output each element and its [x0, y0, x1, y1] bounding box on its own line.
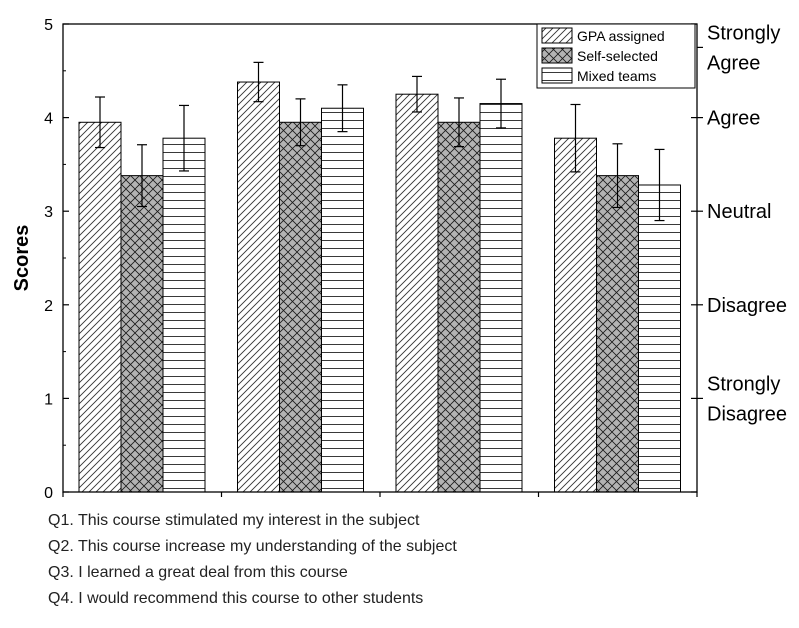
bar-q4-series-3	[638, 184, 681, 493]
x-tick-label-q4: Q4	[608, 502, 629, 505]
legend-label-3: Mixed teams	[577, 68, 656, 84]
bar-q2-series-3	[321, 107, 364, 493]
bar-q1-series-1	[78, 121, 122, 493]
note-q3: Q3. I learned a great deal from this cou…	[48, 564, 348, 581]
errorbar-q3-series-1	[412, 75, 422, 113]
bar-q2-series-2	[279, 121, 322, 493]
errorbar-q2-series-1	[253, 61, 264, 103]
y-axis-title: Scores	[11, 225, 33, 292]
legend-swatch-1	[541, 27, 573, 44]
bar-q4-series-1	[554, 137, 597, 493]
errorbar-q2-series-2	[295, 98, 306, 147]
legend-swatch-3	[541, 67, 573, 84]
note-q4: Q4. I would recommend this course to oth…	[48, 590, 424, 607]
errorbar-q1-series-3	[179, 104, 189, 172]
note-q1: Q1. This course stimulated my interest i…	[48, 512, 420, 529]
errorbar-q3-series-3	[496, 78, 506, 129]
errorbar-q4-series-1	[570, 103, 581, 173]
legend-label-2: Self-selected	[577, 48, 658, 64]
errorbar-q4-series-2	[612, 143, 623, 209]
errorbar-q1-series-1	[95, 96, 105, 149]
right-axis-label-1-line-2: Agree	[707, 52, 760, 74]
legend-label-1: GPA assigned	[577, 28, 665, 44]
y-tick-label-4: 4	[44, 111, 53, 128]
errorbar-q1-series-2	[137, 144, 147, 208]
bar-q4-series-2	[596, 175, 639, 493]
note-q2: Q2. This course increase my understandin…	[48, 538, 457, 555]
right-axis-label-3-line-1: Neutral	[707, 201, 771, 223]
x-tick-label-q3: Q3	[449, 502, 469, 505]
right-axis-label-5-line-2: Disagree	[707, 403, 787, 425]
errorbar-q2-series-3	[337, 84, 348, 133]
right-axis-label-5-line-1: Strongly	[707, 373, 780, 395]
bar-q3-series-3	[479, 103, 523, 493]
y-tick-label-3: 3	[44, 204, 53, 221]
bar-q3-series-1	[395, 93, 439, 493]
y-tick-label-1: 1	[44, 391, 53, 408]
bar-q1-series-3	[162, 137, 206, 493]
errorbar-q3-series-2	[454, 97, 464, 148]
bar-q1-series-2	[120, 175, 164, 493]
y-tick-label-5: 5	[44, 17, 53, 34]
bar-q2-series-1	[237, 81, 280, 493]
errorbar-q4-series-3	[654, 148, 665, 222]
chart: Q1 Q2 Q3 Q4 0 1 2 3 4 5 Scores Strongly Agree Agree Ne…	[11, 17, 787, 505]
right-axis-label-4-line-1: Disagree	[707, 295, 787, 317]
right-axis-label-1-line-1: Strongly	[707, 22, 780, 44]
bar-q3-series-2	[437, 121, 481, 493]
right-axis-label-2-line-1: Agree	[707, 108, 760, 130]
x-tick-label-q2: Q2	[291, 502, 311, 505]
y-tick-label-2: 2	[44, 298, 53, 315]
y-tick-label-0: 0	[44, 485, 53, 502]
legend-swatch-2	[541, 47, 573, 64]
question-notes: Q1. This course stimulated my interest i…	[48, 508, 457, 612]
x-tick-label-q1: Q1	[132, 502, 152, 505]
